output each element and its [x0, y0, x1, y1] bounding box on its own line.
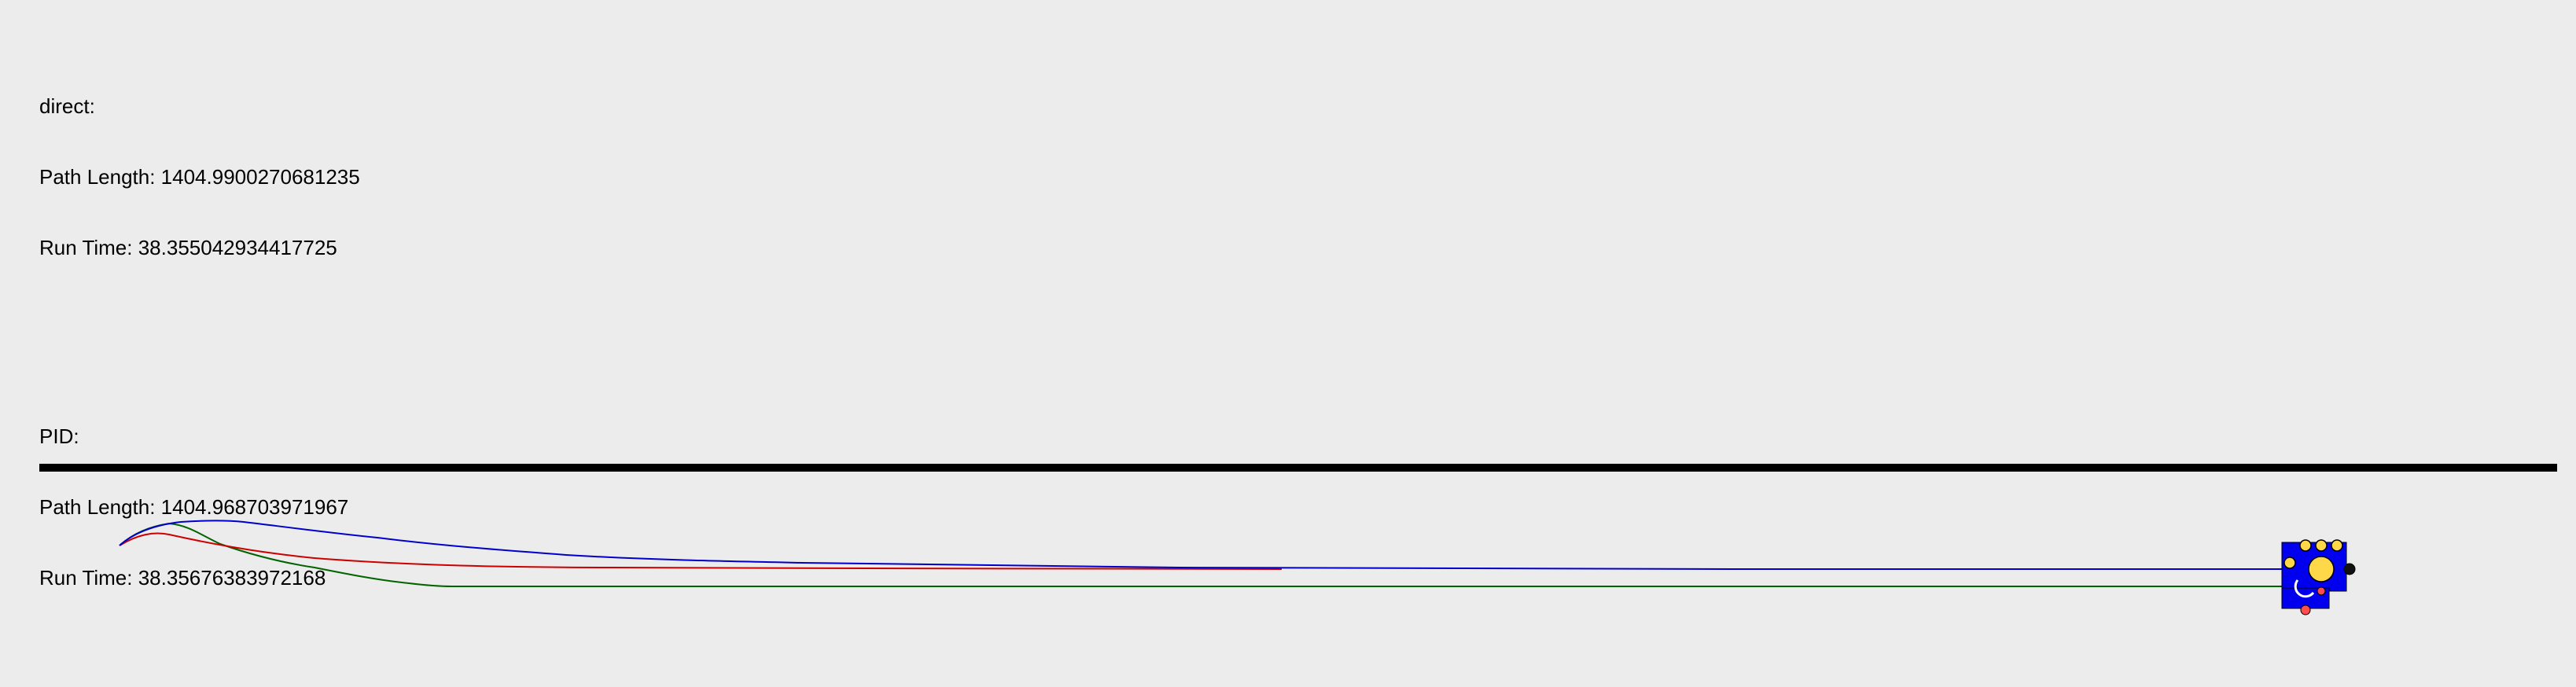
path-direct: [119, 520, 2285, 570]
robot-marker-bottom: [2300, 604, 2311, 615]
robot-marker-lower: [2317, 586, 2326, 596]
robot-sensor-top-right: [2331, 539, 2343, 552]
wall-line: [39, 464, 2557, 472]
result-direct-path-length: Path Length: 1404.9900270681235: [39, 165, 360, 189]
result-direct: direct: Path Length: 1404.9900270681235 …: [39, 47, 360, 307]
robot-sensor-left: [2283, 557, 2296, 569]
robot-sensor-top-left: [2299, 539, 2312, 552]
robot-sensor-main: [2308, 556, 2335, 582]
robot-body: [2281, 542, 2347, 592]
results-panel: direct: Path Length: 1404.9900270681235 …: [39, 0, 360, 687]
result-direct-run-time: Run Time: 38.355042934417725: [39, 236, 337, 259]
robot-sensor-front: [2343, 563, 2356, 575]
result-direct-name: direct:: [39, 94, 95, 118]
result-pid-path-length: Path Length: 1404.968703971967: [39, 495, 349, 519]
robot: [2281, 539, 2356, 615]
result-pid-name: PID:: [39, 424, 79, 448]
path-fuzzy: [119, 522, 2285, 587]
result-pid: PID: Path Length: 1404.968703971967 Run …: [39, 377, 360, 637]
result-pid-run-time: Run Time: 38.35676383972168: [39, 566, 326, 590]
robot-wheel-arc: [2294, 579, 2315, 598]
robot-sensor-top-middle: [2315, 539, 2328, 552]
robot-lower-body: [2281, 587, 2330, 609]
